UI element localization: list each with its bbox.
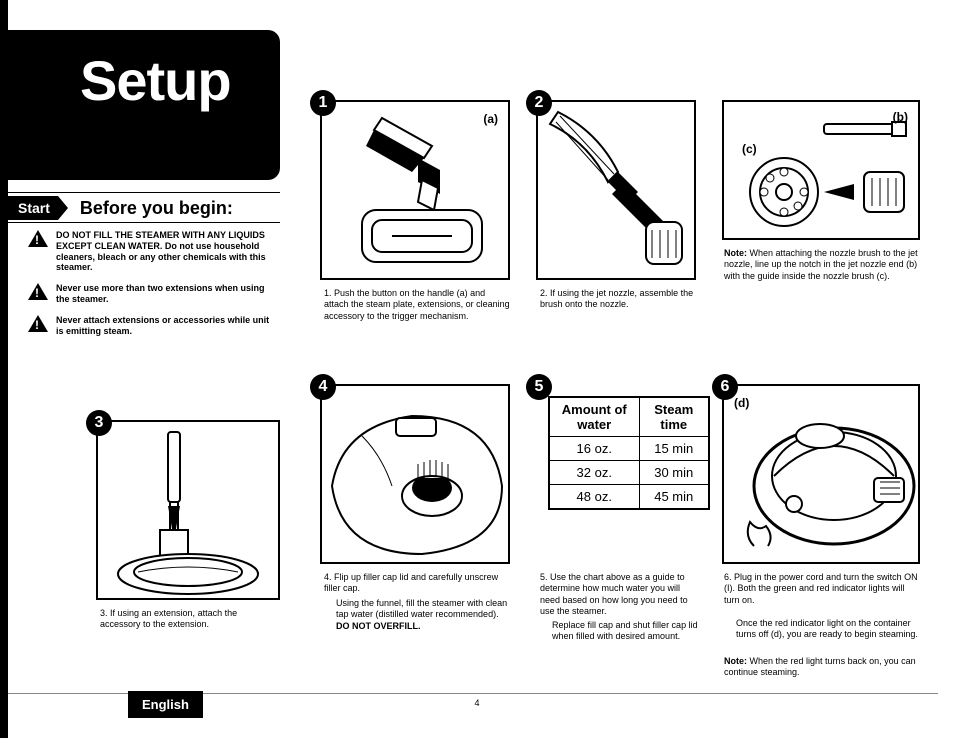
figure-6: (d) bbox=[722, 384, 920, 564]
warning-text: Never use more than two extensions when … bbox=[56, 283, 278, 305]
label-b: (b) bbox=[893, 110, 908, 124]
figure-1: (a) bbox=[320, 100, 510, 280]
table-row: 32 oz.30 min bbox=[549, 461, 709, 485]
step-number-1: 1 bbox=[310, 90, 336, 116]
caption-4b: Using the funnel, fill the steamer with … bbox=[336, 598, 510, 632]
header-box: Setup bbox=[8, 30, 280, 180]
table-row: 48 oz.45 min bbox=[549, 485, 709, 510]
figure-3-illustration bbox=[98, 422, 282, 602]
step-number-5: 5 bbox=[526, 374, 552, 400]
figure-1-illustration bbox=[322, 102, 512, 282]
step-number-3: 3 bbox=[86, 410, 112, 436]
figure-2-illustration bbox=[538, 102, 698, 282]
note-2-text: When attaching the nozzle brush to the j… bbox=[724, 248, 918, 281]
caption-5a: 5. Use the chart above as a guide to det… bbox=[540, 572, 700, 617]
figure-6-illustration bbox=[724, 386, 922, 566]
warning-item: DO NOT FILL THE STEAMER WITH ANY LIQUIDS… bbox=[28, 230, 278, 273]
table-cell: 32 oz. bbox=[549, 461, 639, 485]
caption-6a: 6. Plug in the power cord and turn the s… bbox=[724, 572, 920, 606]
manual-page: Setup Start Before you begin: DO NOT FIL… bbox=[0, 0, 954, 738]
warning-text: Never attach extensions or accessories w… bbox=[56, 315, 278, 337]
table-cell: 48 oz. bbox=[549, 485, 639, 510]
table-row: 16 oz.15 min bbox=[549, 437, 709, 461]
language-tag: English bbox=[128, 691, 203, 718]
warning-item: Never use more than two extensions when … bbox=[28, 283, 278, 305]
caption-6b: Once the red indicator light on the cont… bbox=[736, 618, 920, 641]
caption-4a: 4. Flip up filler cap lid and carefully … bbox=[324, 572, 510, 595]
step-number-6: 6 bbox=[712, 374, 738, 400]
table-header-row: Amount of water Steam time bbox=[549, 397, 709, 437]
table-cell: 45 min bbox=[639, 485, 709, 510]
caption-1: 1. Push the button on the handle (a) and… bbox=[324, 288, 510, 322]
warning-icon bbox=[28, 283, 50, 303]
warning-icon bbox=[28, 315, 50, 335]
figure-4-illustration bbox=[322, 386, 512, 566]
table-header: Amount of water bbox=[549, 397, 639, 437]
divider bbox=[8, 222, 280, 223]
page-title: Setup bbox=[8, 30, 280, 113]
note-6-text: When the red light turns back on, you ca… bbox=[724, 656, 916, 677]
start-row: Start Before you begin: bbox=[8, 196, 288, 220]
caption-4b-text: Using the funnel, fill the steamer with … bbox=[336, 598, 507, 631]
step-number-4: 4 bbox=[310, 374, 336, 400]
figure-2 bbox=[536, 100, 696, 280]
start-tag: Start bbox=[8, 196, 58, 220]
figure-3 bbox=[96, 420, 280, 600]
label-a: (a) bbox=[483, 112, 498, 126]
left-edge-bar bbox=[0, 0, 8, 738]
divider bbox=[8, 192, 280, 193]
caption-2: 2. If using the jet nozzle, assemble the… bbox=[540, 288, 696, 311]
warning-icon bbox=[28, 230, 50, 250]
before-you-begin-heading: Before you begin: bbox=[80, 198, 233, 219]
label-d: (d) bbox=[734, 396, 749, 410]
steam-time-table: Amount of water Steam time 16 oz.15 min … bbox=[548, 396, 710, 510]
note-6: Note: When the red light turns back on, … bbox=[724, 656, 920, 679]
step-number-2: 2 bbox=[526, 90, 552, 116]
label-c: (c) bbox=[742, 142, 757, 156]
table-header: Steam time bbox=[639, 397, 709, 437]
warning-text: DO NOT FILL THE STEAMER WITH ANY LIQUIDS… bbox=[56, 230, 278, 273]
table-cell: 30 min bbox=[639, 461, 709, 485]
warning-item: Never attach extensions or accessories w… bbox=[28, 315, 278, 337]
caption-5b: Replace fill cap and shut filler cap lid… bbox=[552, 620, 700, 643]
note-2: Note: When attaching the nozzle brush to… bbox=[724, 248, 920, 282]
caption-3: 3. If using an extension, attach the acc… bbox=[100, 608, 280, 631]
table-cell: 16 oz. bbox=[549, 437, 639, 461]
figure-4 bbox=[320, 384, 510, 564]
table-cell: 15 min bbox=[639, 437, 709, 461]
warnings-block: DO NOT FILL THE STEAMER WITH ANY LIQUIDS… bbox=[28, 230, 278, 346]
page-number: 4 bbox=[474, 698, 479, 708]
figure-2-detail: (b) (c) bbox=[722, 100, 920, 240]
